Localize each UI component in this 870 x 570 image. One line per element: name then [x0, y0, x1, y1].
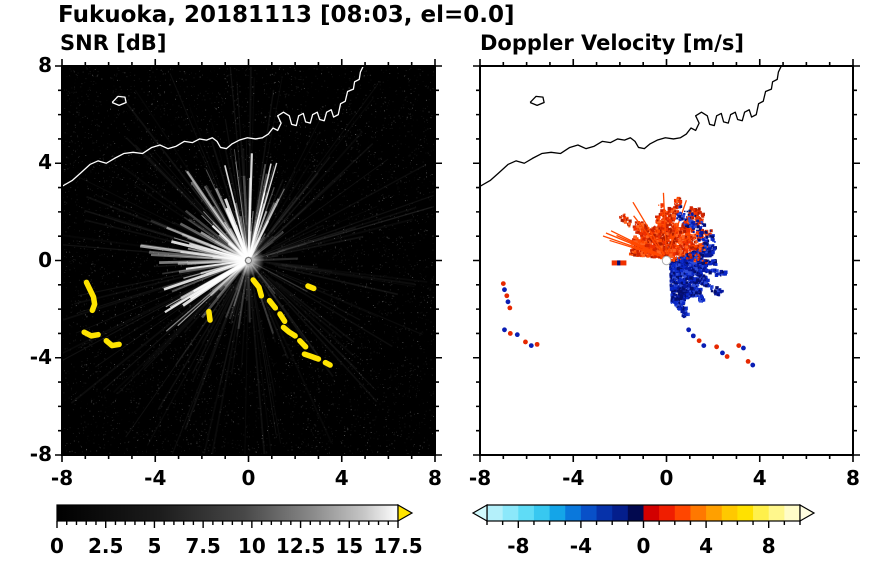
- velocity-colorbar-tick-label: -4: [569, 534, 592, 558]
- velocity-x-tick-label: 4: [752, 466, 767, 490]
- snr-colorbar-tick-label: 12.5: [275, 534, 326, 558]
- figure-title: Fukuoka, 20181113 [08:03, el=0.0]: [58, 2, 515, 28]
- snr-x-tick-label: 8: [428, 466, 442, 490]
- velocity-panel-title: Doppler Velocity [m/s]: [480, 31, 744, 55]
- snr-colorbar-tick-label: 15: [335, 534, 364, 558]
- velocity-x-tick-label: 0: [659, 466, 674, 490]
- snr-panel-title: SNR [dB]: [60, 31, 167, 55]
- snr-y-tick-label: 0: [38, 247, 52, 272]
- snr-y-tick-label: 4: [38, 150, 52, 175]
- snr-colorbar-tick-label: 10: [237, 534, 266, 558]
- snr-colorbar-tick-label: 2.5: [87, 534, 124, 558]
- snr-x-tick-label: 4: [334, 466, 349, 490]
- velocity-x-tick-label: 8: [846, 466, 860, 490]
- snr-y-tick-label: 8: [38, 53, 52, 77]
- snr-colorbar-tick-label: 0: [50, 534, 64, 558]
- snr-colorbar-tick-label: 17.5: [373, 534, 423, 558]
- snr-x-tick-label: 0: [241, 466, 256, 490]
- velocity-colorbar-tick-label: -8: [507, 534, 530, 558]
- velocity-colorbar-tick-label: 8: [761, 534, 776, 558]
- snr-x-tick-label: -4: [144, 466, 167, 490]
- velocity-x-tick-label: -4: [562, 466, 585, 490]
- snr-colorbar-tick-label: 7.5: [185, 534, 221, 558]
- snr-y-tick-label: -4: [29, 344, 52, 369]
- velocity-colorbar-tick-label: 0: [636, 534, 651, 558]
- snr-colorbar-tick-label: 5: [147, 534, 162, 558]
- snr-y-tick-label: -8: [29, 442, 52, 466]
- snr-x-tick-label: -8: [50, 466, 74, 490]
- velocity-x-tick-label: -8: [468, 466, 492, 490]
- velocity-colorbar-tick-label: 4: [699, 534, 714, 558]
